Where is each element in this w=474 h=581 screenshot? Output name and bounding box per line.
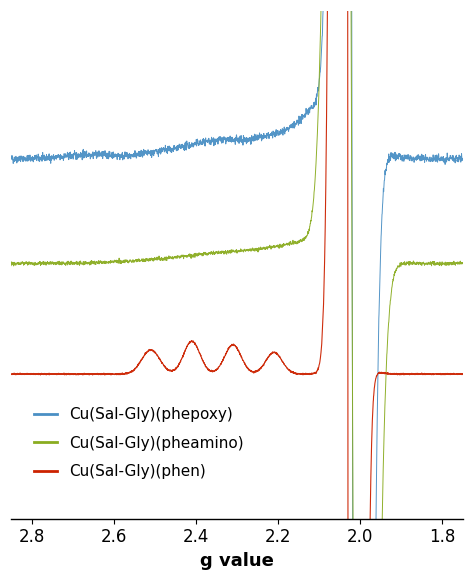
Legend: Cu(Sal-Gly)(phepoxy), Cu(Sal-Gly)(pheamino), Cu(Sal-Gly)(phen): Cu(Sal-Gly)(phepoxy), Cu(Sal-Gly)(pheami… [28,401,250,486]
X-axis label: g value: g value [200,552,274,570]
